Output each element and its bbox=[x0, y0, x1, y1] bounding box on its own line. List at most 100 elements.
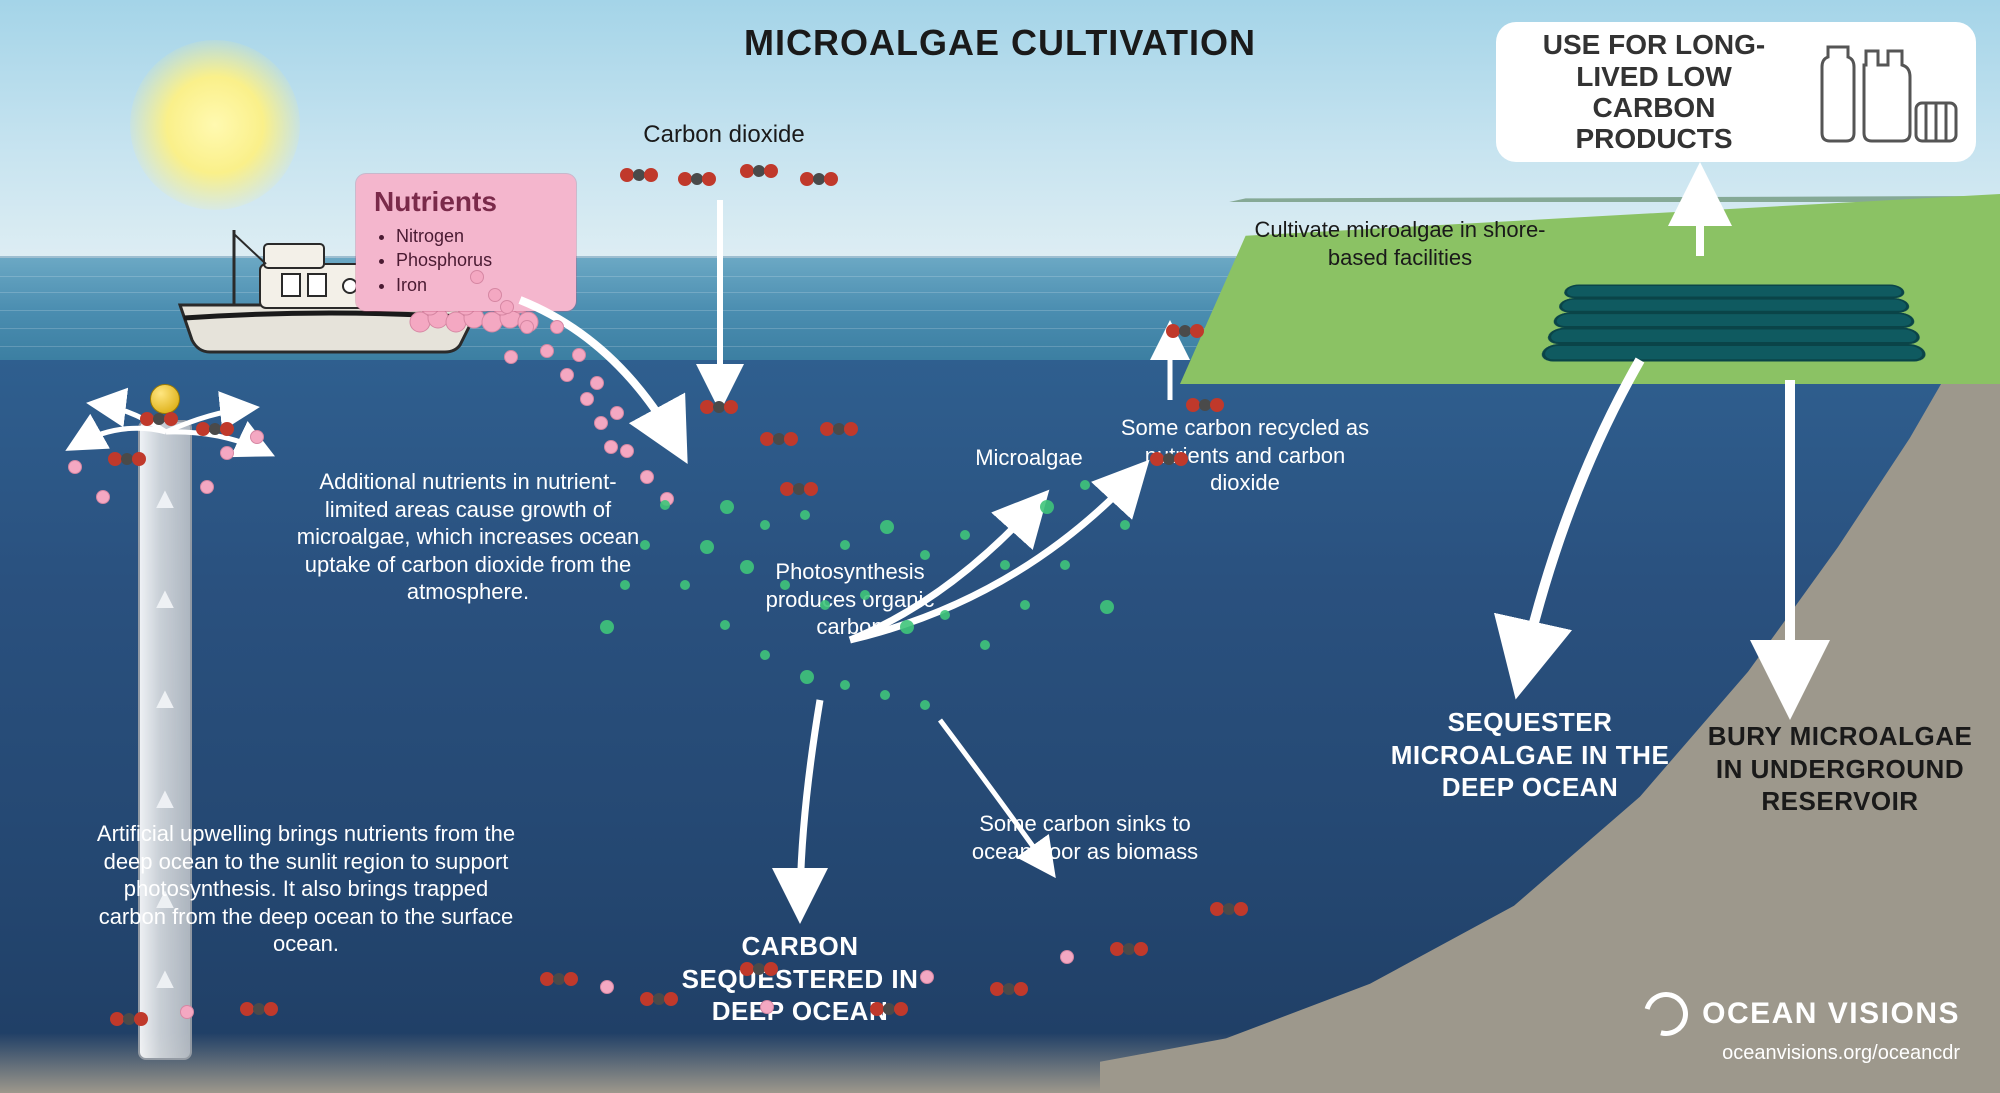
brand-logo-icon bbox=[1636, 984, 1696, 1044]
co2-molecule-icon bbox=[1210, 900, 1248, 918]
nutrient-dot-icon bbox=[500, 300, 514, 314]
nutrient-dot-icon bbox=[540, 344, 554, 358]
nutrient-item: Nitrogen bbox=[396, 224, 558, 248]
algae-dot-icon bbox=[600, 620, 614, 634]
algae-dot-icon bbox=[800, 670, 814, 684]
co2-molecule-icon bbox=[108, 450, 146, 468]
algae-dot-icon bbox=[840, 540, 850, 550]
algae-dot-icon bbox=[880, 690, 890, 700]
label-sequester-microalgae: SEQUESTER MICROALGAE IN THE DEEP OCEAN bbox=[1380, 706, 1680, 804]
algae-dot-icon bbox=[780, 580, 790, 590]
diagram-title: MICROALGAE CULTIVATION bbox=[0, 22, 2000, 64]
algae-dot-icon bbox=[900, 620, 914, 634]
algae-dot-icon bbox=[960, 530, 970, 540]
algae-dot-icon bbox=[980, 640, 990, 650]
co2-molecule-icon bbox=[1166, 322, 1204, 340]
algae-dot-icon bbox=[880, 520, 894, 534]
nutrient-dot-icon bbox=[550, 320, 564, 334]
co2-molecule-icon bbox=[1186, 396, 1224, 414]
co2-molecule-icon bbox=[140, 410, 178, 428]
algae-dot-icon bbox=[1020, 600, 1030, 610]
label-cultivate: Cultivate microalgae in shore-based faci… bbox=[1230, 216, 1570, 271]
co2-molecule-icon bbox=[1150, 450, 1188, 468]
algae-dot-icon bbox=[740, 560, 754, 574]
algae-dot-icon bbox=[920, 700, 930, 710]
co2-molecule-icon bbox=[990, 980, 1028, 998]
nutrient-dot-icon bbox=[560, 368, 574, 382]
algae-dot-icon bbox=[760, 650, 770, 660]
label-upwelling: Artificial upwelling brings nutrients fr… bbox=[96, 820, 516, 958]
algae-dot-icon bbox=[760, 520, 770, 530]
nutrient-dot-icon bbox=[600, 980, 614, 994]
co2-molecule-icon bbox=[196, 420, 234, 438]
upwelling-pipe-icon: ▲ ▲ ▲ ▲ ▲ ▲ bbox=[138, 420, 192, 1060]
nutrients-callout: Nutrients Nitrogen Phosphorus Iron bbox=[356, 174, 576, 311]
co2-molecule-icon bbox=[678, 170, 716, 188]
co2-molecule-icon bbox=[700, 398, 738, 416]
nutrient-dot-icon bbox=[68, 460, 82, 474]
algae-dot-icon bbox=[800, 510, 810, 520]
nutrient-dot-icon bbox=[760, 1000, 774, 1014]
co2-molecule-icon bbox=[540, 970, 578, 988]
brand-url: oceanvisions.org/oceancdr bbox=[1644, 1042, 1960, 1065]
algae-dot-icon bbox=[820, 600, 830, 610]
nutrient-dot-icon bbox=[470, 270, 484, 284]
nutrient-dot-icon bbox=[520, 320, 534, 334]
nutrient-dot-icon bbox=[180, 1005, 194, 1019]
brand-block: OCEAN VISIONS oceanvisions.org/oceancdr bbox=[1644, 992, 1960, 1065]
co2-molecule-icon bbox=[780, 480, 818, 498]
co2-molecule-icon bbox=[740, 162, 778, 180]
co2-molecule-icon bbox=[620, 166, 658, 184]
co2-molecule-icon bbox=[760, 430, 798, 448]
label-bury-microalgae: BURY MICROALGAE IN UNDERGROUND RESERVOIR bbox=[1700, 720, 1980, 818]
co2-molecule-icon bbox=[870, 1000, 908, 1018]
label-photosynthesis: Photosynthesis produces organic carbon bbox=[730, 558, 970, 641]
co2-molecule-icon bbox=[820, 420, 858, 438]
infographic-scene: Nutrients Nitrogen Phosphorus Iron USE F… bbox=[0, 0, 2000, 1093]
algae-dot-icon bbox=[940, 610, 950, 620]
co2-molecule-icon bbox=[110, 1010, 148, 1028]
nutrient-dot-icon bbox=[1060, 950, 1074, 964]
algae-dot-icon bbox=[1000, 560, 1010, 570]
label-sinks: Some carbon sinks to ocean floor as biom… bbox=[970, 810, 1200, 865]
nutrients-heading: Nutrients bbox=[374, 186, 558, 218]
algae-dot-icon bbox=[860, 590, 870, 600]
nutrient-dot-icon bbox=[580, 392, 594, 406]
algae-dot-icon bbox=[1060, 560, 1070, 570]
nutrient-dot-icon bbox=[220, 446, 234, 460]
nutrient-dot-icon bbox=[504, 350, 518, 364]
label-microalgae: Microalgae bbox=[954, 444, 1104, 472]
algae-dot-icon bbox=[640, 540, 650, 550]
sun-icon bbox=[130, 40, 300, 210]
algae-dot-icon bbox=[1100, 600, 1114, 614]
nutrient-dot-icon bbox=[594, 416, 608, 430]
label-carbon-dioxide: Carbon dioxide bbox=[614, 120, 834, 150]
shore-facility-icon bbox=[1539, 284, 1939, 361]
nutrient-dot-icon bbox=[250, 430, 264, 444]
co2-molecule-icon bbox=[800, 170, 838, 188]
co2-molecule-icon bbox=[240, 1000, 278, 1018]
nutrient-dot-icon bbox=[572, 348, 586, 362]
nutrient-item: Phosphorus bbox=[396, 248, 558, 272]
nutrient-dot-icon bbox=[590, 376, 604, 390]
algae-dot-icon bbox=[660, 500, 670, 510]
brand-name: OCEAN VISIONS bbox=[1702, 997, 1960, 1031]
algae-dot-icon bbox=[840, 680, 850, 690]
nutrient-dot-icon bbox=[640, 470, 654, 484]
co2-molecule-icon bbox=[640, 990, 678, 1008]
algae-dot-icon bbox=[720, 620, 730, 630]
nutrient-dot-icon bbox=[920, 970, 934, 984]
nutrient-dot-icon bbox=[604, 440, 618, 454]
algae-dot-icon bbox=[920, 550, 930, 560]
algae-dot-icon bbox=[720, 500, 734, 514]
algae-dot-icon bbox=[1040, 500, 1054, 514]
nutrient-dot-icon bbox=[200, 480, 214, 494]
algae-dot-icon bbox=[1080, 480, 1090, 490]
nutrient-dot-icon bbox=[610, 406, 624, 420]
algae-dot-icon bbox=[680, 580, 690, 590]
label-additional-nutrients: Additional nutrients in nutrient-limited… bbox=[288, 468, 648, 606]
nutrient-dot-icon bbox=[620, 444, 634, 458]
algae-dot-icon bbox=[700, 540, 714, 554]
algae-dot-icon bbox=[1120, 520, 1130, 530]
nutrient-dot-icon bbox=[96, 490, 110, 504]
